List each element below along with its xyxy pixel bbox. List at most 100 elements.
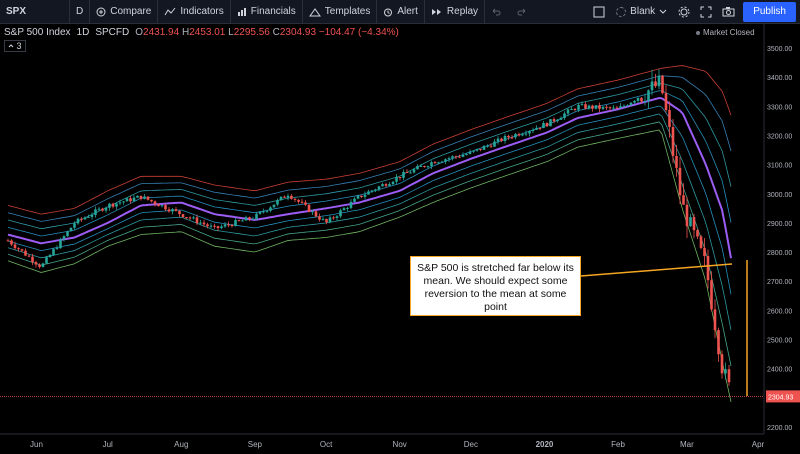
candle-body — [223, 224, 227, 227]
candle-body — [535, 127, 538, 130]
top-toolbar: SPX D Compare Indicators Financials Temp… — [0, 0, 800, 24]
candle-body — [90, 214, 94, 217]
candle-body — [269, 207, 272, 211]
price-tick-label: 2700.00 — [767, 279, 792, 286]
candle-body — [307, 204, 311, 212]
candle-body — [521, 134, 524, 136]
candle-body — [213, 225, 216, 227]
settings-button[interactable] — [673, 0, 695, 24]
candle-body — [538, 127, 542, 129]
candle-body — [157, 204, 160, 207]
candle-body — [381, 184, 384, 187]
fullscreen-button[interactable] — [695, 0, 717, 24]
candle-body — [108, 203, 111, 208]
candle-body — [587, 105, 591, 109]
replay-label: Replay — [446, 6, 479, 17]
price-chart[interactable]: 3500.00 3400.00 3300.00 3200.00 3100.00 3000.… — [0, 24, 800, 454]
alert-label: Alert — [397, 6, 418, 17]
candle-body — [209, 225, 213, 227]
candle-body — [423, 165, 426, 167]
legend-symbol-name: S&P 500 Index — [4, 27, 71, 38]
publish-button[interactable]: Publish — [743, 1, 796, 22]
snapshot-button[interactable] — [717, 0, 739, 24]
candle-body — [384, 184, 388, 186]
candle-body — [689, 217, 692, 227]
price-tick-label: 3100.00 — [767, 163, 792, 170]
candle-body — [178, 210, 181, 215]
legend-high: 2453.01 — [189, 27, 226, 38]
candle-body — [549, 119, 552, 127]
candle-body — [206, 224, 209, 227]
candle-body — [83, 217, 87, 220]
candle-body — [188, 217, 192, 219]
candle-body — [692, 217, 696, 231]
candle-body — [104, 207, 108, 211]
price-tick-label: 2900.00 — [767, 221, 792, 228]
redo-button[interactable] — [511, 0, 537, 24]
candle-body — [216, 226, 220, 229]
candle-body — [531, 129, 535, 132]
candle-body — [622, 105, 626, 107]
candle-body — [444, 159, 447, 162]
legend-open-label: O — [135, 27, 144, 38]
financials-button[interactable]: Financials — [231, 0, 303, 24]
candle-body — [395, 176, 398, 182]
candle-body — [265, 210, 269, 212]
candle-body — [703, 247, 706, 257]
candle-body — [426, 166, 430, 168]
annotation-callout[interactable]: S&P 500 is stretched far below its mean.… — [410, 256, 581, 316]
candle-body — [73, 223, 76, 228]
indicators-button[interactable]: Indicators — [158, 0, 231, 24]
candle-body — [482, 146, 486, 150]
candle-body — [76, 218, 80, 224]
candle-body — [55, 248, 59, 250]
legend-interval: 1D — [76, 27, 90, 38]
square-layout-icon — [593, 6, 605, 17]
annotation-connector — [580, 263, 733, 277]
symbol-search[interactable]: SPX — [0, 0, 70, 24]
candle-body — [727, 369, 731, 383]
templates-button[interactable]: Templates — [303, 0, 378, 24]
candle-body — [654, 81, 657, 87]
candle-body — [150, 199, 153, 202]
candle-body — [101, 208, 104, 211]
indicators-toggle-button[interactable]: 3 — [4, 40, 26, 52]
band-line-8 — [7, 65, 732, 215]
candle-body — [650, 81, 654, 91]
candle-body — [314, 211, 318, 217]
layout-name-select[interactable]: Blank — [610, 6, 673, 17]
candle-body — [276, 199, 279, 205]
candle-body — [468, 151, 472, 154]
legend-source: SPCFD — [95, 27, 130, 38]
candle-body — [486, 145, 489, 147]
candle-body — [594, 105, 598, 109]
candle-body — [503, 135, 507, 141]
compare-button[interactable]: Compare — [90, 0, 159, 24]
candle-body — [479, 148, 482, 150]
candle-body — [664, 93, 668, 111]
status-dot-icon — [696, 30, 700, 35]
candle-body — [52, 249, 55, 255]
candle-body — [248, 217, 251, 220]
time-tick-label: Nov — [393, 440, 407, 449]
candle-body — [311, 211, 314, 213]
interval-button[interactable]: D — [70, 0, 91, 24]
candle-body — [398, 176, 402, 178]
candle-body — [283, 196, 286, 198]
candle-body — [69, 227, 73, 232]
alert-button[interactable]: Alert — [377, 0, 425, 24]
candle-body — [661, 75, 664, 94]
candle-body — [454, 156, 458, 158]
candle-body — [356, 195, 360, 199]
replay-button[interactable]: Replay — [425, 0, 486, 24]
layout-select-button[interactable] — [588, 0, 610, 24]
candle-body — [146, 196, 150, 200]
band-line-0 — [7, 129, 732, 403]
candle-body — [608, 107, 612, 109]
candle-body — [59, 239, 62, 249]
candle-body — [461, 154, 465, 157]
candle-body — [419, 165, 423, 167]
candle-body — [349, 201, 353, 208]
undo-button[interactable] — [485, 0, 511, 24]
candle-body — [556, 119, 559, 122]
